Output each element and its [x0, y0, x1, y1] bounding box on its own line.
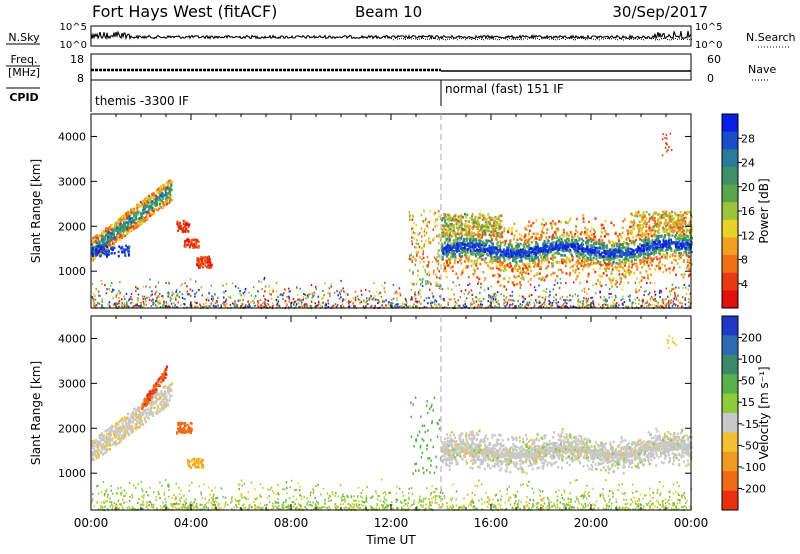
time-tick-label: 08:00 [274, 516, 309, 530]
colorbar-swatch [722, 149, 738, 168]
colorbar-swatch [722, 114, 738, 133]
nave-label: Nave [748, 63, 776, 76]
colorbar-swatch [722, 131, 738, 150]
colorbar-swatch [722, 413, 738, 433]
colorbar-label: Velocity [m s⁻¹] [757, 366, 771, 459]
colorbar-swatch [722, 393, 738, 414]
colorbar-swatch [722, 354, 738, 375]
colorbar-swatch [722, 166, 738, 186]
colorbar-tick-label: 8 [741, 254, 748, 267]
colorbar-swatch [722, 290, 738, 309]
power-cells [91, 132, 693, 310]
ytick-label: 3000 [58, 377, 86, 390]
heatmap-frame-velocity [90, 315, 692, 511]
time-tick-label: 12:00 [374, 516, 409, 530]
station-title: Fort Hays West (fitACF) [92, 2, 277, 21]
ytick-label: 4000 [58, 130, 86, 143]
colorbar-tick-label: 16 [741, 205, 755, 218]
colorbar-tick-label: -15 [741, 418, 759, 431]
cpid-segment-label: normal (fast) 151 IF [445, 82, 564, 96]
time-tick-label: 00:00 [74, 516, 109, 530]
freq-label: Freq. [10, 53, 37, 66]
colorbar-swatch [722, 374, 738, 395]
nsky-label: N.Sky [8, 31, 40, 44]
colorbar-tick-label: 24 [741, 157, 755, 170]
freq-unit-label: [MHz] [8, 66, 40, 79]
colorbar-swatch [722, 272, 738, 291]
colorbar-swatch [722, 471, 738, 492]
nave-tick-top: 60 [707, 53, 721, 66]
heatmap-panels [91, 132, 693, 512]
colorbar-swatch [722, 237, 738, 256]
colorbar-tick-label: 15 [741, 396, 755, 409]
line-panels [90, 30, 692, 72]
colorbar-label: Power [dB] [757, 178, 771, 243]
colorbar-swatch [722, 451, 738, 472]
nsky-tick-top: 10^5 [60, 22, 87, 33]
ytick-label: 1000 [58, 467, 86, 480]
ytick-label: 4000 [58, 332, 86, 345]
axes-layer: N.Sky 10^5 10^0 10^5 10^0 N.Search Freq.[MHz] 1… [6, 22, 796, 547]
time-tick-label: 00:00 [674, 516, 709, 530]
nsky-tick-bottom: 10^0 [60, 40, 87, 51]
freq-tick-top: 18 [70, 53, 84, 66]
colorbar-swatch [722, 432, 738, 453]
nsearch-label: N.Search [746, 31, 796, 44]
velocity-cells [91, 335, 693, 512]
colorbar-tick-label: 100 [741, 353, 762, 366]
colorbar-tick-label: 50 [741, 375, 755, 388]
colorbar-tick-label: -50 [741, 439, 759, 452]
colorbar-tick-label: 28 [741, 132, 755, 145]
colorbar-swatch [722, 255, 738, 274]
ytick-label: 2000 [58, 422, 86, 435]
date-label: 30/Sep/2017 [612, 3, 708, 21]
colorbar-tick-label: 4 [741, 278, 748, 291]
colorbar-frame-velocity [721, 315, 739, 511]
heatmap-frame-power [90, 113, 692, 309]
colorbar-tick-label: 12 [741, 229, 755, 242]
cpid-segment-label: themis -3300 IF [95, 94, 189, 108]
ylabel: Slant Range [km] [29, 361, 43, 465]
time-tick-label: 04:00 [174, 516, 209, 530]
cpid-label: CPID [9, 91, 38, 104]
colorbar-swatch [722, 490, 738, 511]
colorbar-swatch [722, 184, 738, 203]
nave-tick-bottom: 0 [707, 72, 714, 85]
nsearch-trace [391, 37, 692, 41]
time-tick-label: 20:00 [574, 516, 609, 530]
colorbar-tick-label: -200 [741, 482, 766, 495]
colorbar-swatch [722, 335, 738, 356]
ytick-label: 2000 [58, 220, 86, 233]
colorbar-swatch [722, 316, 738, 336]
nsearch-tick-top: 10^5 [695, 22, 722, 33]
ylabel: Slant Range [km] [29, 159, 43, 263]
colorbar-tick-label: 20 [741, 181, 755, 194]
time-axis-label: Time UT [365, 533, 416, 547]
ytick-label: 1000 [58, 265, 86, 278]
nsearch-tick-bottom: 10^0 [695, 40, 722, 51]
freq-panel-frame [90, 53, 692, 81]
ytick-label: 3000 [58, 175, 86, 188]
nsky-trace [90, 30, 692, 41]
time-tick-label: 16:00 [474, 516, 509, 530]
colorbar-tick-label: -100 [741, 461, 766, 474]
beam-label: Beam 10 [355, 3, 422, 21]
nsky-panel-frame [90, 25, 692, 47]
colorbar-swatch [722, 202, 738, 221]
colorbar-swatch [722, 219, 738, 238]
colorbar-tick-label: 200 [741, 332, 762, 345]
freq-tick-bottom: 8 [77, 72, 84, 85]
